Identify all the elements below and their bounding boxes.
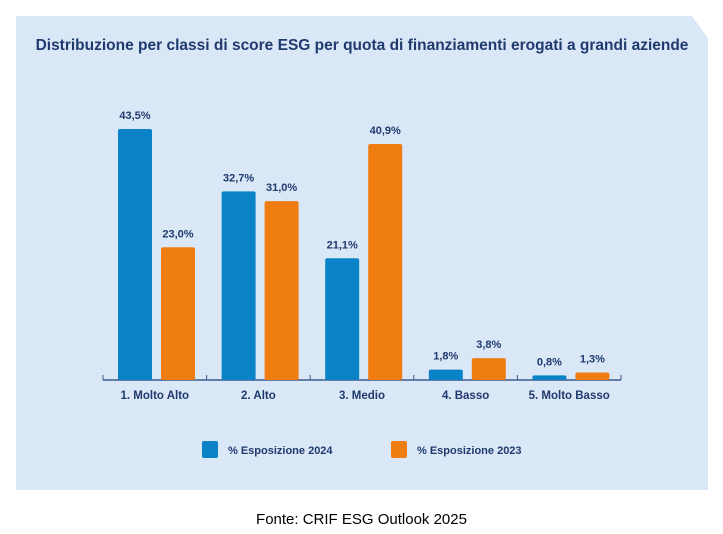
data-label: 1,3% <box>580 353 605 365</box>
legend-swatch <box>202 441 218 458</box>
bar <box>471 358 506 380</box>
bar <box>264 201 299 380</box>
data-label: 0,8% <box>537 356 562 368</box>
data-label: 1,8% <box>433 351 458 363</box>
legend-label: % Esposizione 2023 <box>417 445 522 457</box>
bar <box>221 191 256 380</box>
bar <box>161 247 195 380</box>
bar <box>325 258 360 380</box>
chart-title: Distribuzione per classi di score ESG pe… <box>35 37 689 54</box>
x-tick-label: 2. Alto <box>241 390 276 402</box>
data-label: 43,5% <box>119 110 150 122</box>
bar <box>575 372 610 380</box>
data-label: 40,9% <box>370 125 401 137</box>
source-note: Fonte: CRIF ESG Outlook 2025 <box>256 511 467 528</box>
x-tick-label: 5. Molto Basso <box>529 390 610 402</box>
legend-label: % Esposizione 2024 <box>228 445 333 457</box>
x-tick-label: 3. Medio <box>339 390 385 402</box>
bar <box>368 144 403 380</box>
data-label: 32,7% <box>223 172 254 184</box>
data-label: 21,1% <box>327 239 358 251</box>
legend-swatch <box>391 441 407 458</box>
bar <box>118 129 152 380</box>
bar <box>428 369 463 380</box>
x-tick-label: 4. Basso <box>442 390 489 402</box>
bar <box>532 375 567 380</box>
data-label: 23,0% <box>162 228 193 240</box>
x-tick-label: 1. Molto Alto <box>121 390 190 402</box>
data-label: 3,8% <box>476 339 501 351</box>
data-label: 31,0% <box>266 182 297 194</box>
